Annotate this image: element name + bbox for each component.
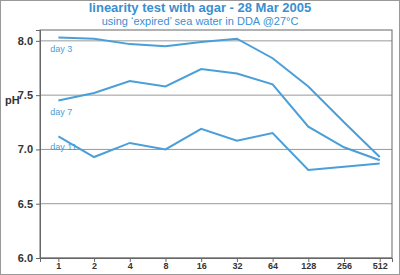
x-tick: 2 (92, 258, 97, 271)
y-tick-mark (36, 258, 40, 259)
x-tick-label: 8 (163, 261, 168, 271)
chart: 6.06.57.07.58.01248163264128256512day 3d… (0, 0, 400, 275)
x-tick: 8 (163, 258, 168, 271)
x-tick-label: 256 (337, 261, 352, 271)
x-tick: 1 (56, 258, 61, 271)
series-line (58, 69, 379, 160)
y-tick: 6.0 (18, 252, 40, 264)
x-tick: 512 (373, 258, 388, 271)
x-tick: 16 (197, 258, 207, 271)
x-tick: 128 (301, 258, 316, 271)
series-label: day 11 (50, 142, 76, 152)
x-tick: 4 (128, 258, 133, 271)
y-tick: 8.0 (18, 35, 40, 47)
x-tick-label: 512 (373, 261, 388, 271)
y-tick: 7.0 (18, 143, 40, 155)
plot-area (58, 38, 379, 170)
x-tick: 64 (268, 258, 278, 271)
y-tick-mark (36, 204, 40, 205)
grid (40, 41, 392, 258)
y-tick-label: 7.5 (18, 89, 33, 101)
series-labels: day 3 day 7 day 11 (50, 44, 76, 153)
x-tick-label: 2 (92, 261, 97, 271)
x-tick-label: 64 (268, 261, 278, 271)
x-tick-label: 4 (128, 261, 133, 271)
x-axis: 1 2 4 8 16 32 64 128 256 512 (41, 258, 393, 271)
y-tick-label: 8.0 (18, 35, 33, 47)
y-axis-line (36, 31, 41, 259)
title: linearity test with agar - 28 Mar 2005 (89, 0, 312, 15)
grid-line (40, 149, 392, 150)
y-tick-mark (36, 41, 40, 42)
series-line (58, 129, 379, 170)
x-tick-label: 1 (56, 261, 61, 271)
y-axis-title: pH (5, 94, 20, 106)
y-tick-mark (36, 149, 40, 150)
x-tick-label: 128 (301, 261, 316, 271)
plot-frame (40, 30, 392, 258)
x-tick-label: 16 (197, 261, 207, 271)
y-tick: 6.5 (18, 198, 40, 210)
y-tick-label: 6.5 (18, 198, 33, 210)
grid-line (40, 203, 392, 204)
y-tick-label: 7.0 (18, 143, 33, 155)
y-tick: 7.5 (18, 89, 40, 101)
y-tick-mark (36, 95, 40, 96)
y-tick-label: 6.0 (18, 252, 33, 264)
y-axis: 6.0 6.5 7.0 7.5 8.0 (18, 31, 41, 265)
series-label: day 3 (50, 44, 72, 54)
x-tick: 32 (232, 258, 242, 271)
background (1, 1, 400, 275)
subtitle: using ‘expired’ sea water in DDA @27°C (102, 15, 299, 27)
x-tick: 256 (337, 258, 352, 271)
grid-line (40, 95, 392, 96)
series-label: day 7 (50, 107, 72, 117)
x-tick-label: 32 (232, 261, 242, 271)
